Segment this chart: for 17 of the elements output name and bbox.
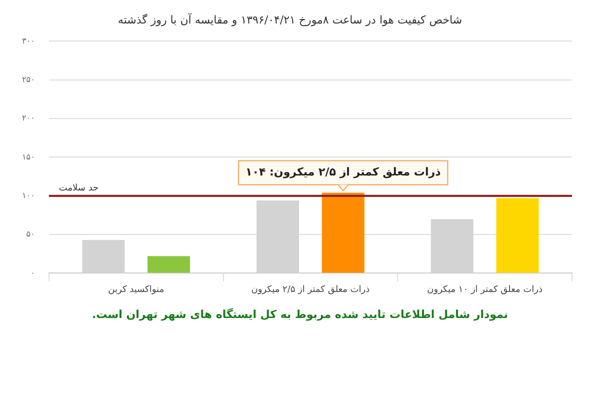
x-tick-label: ذرات معلق کمتر از ۲/۵ میکرون xyxy=(251,284,370,295)
y-tick-label: ۳۰۰ xyxy=(22,36,35,46)
y-tick-label: ۱۵۰ xyxy=(22,152,35,162)
ref-line-label: حد سلامت xyxy=(58,184,99,194)
x-tick-label: ذرات معلق کمتر از ۱۰ میکرون xyxy=(427,284,543,295)
chart-title: شاخص کیفیت هوا در ساعت ۸مورخ ۱۳۹۶/۰۴/۲۱ و مقایسه آن با روز گذشته xyxy=(118,12,462,26)
y-tick-label: ۵۰ xyxy=(26,230,35,239)
text: نمودار شامل اطلاعات تایید شده مربوط به کل ایستگاه های شهر تهران است. xyxy=(90,308,510,321)
x-tick-label: منواکسید کربن xyxy=(108,284,164,295)
y-tick-label: ۲۵۰ xyxy=(22,74,35,84)
bar xyxy=(148,256,190,273)
bar xyxy=(496,198,539,273)
annotation: ذرات معلق کمتر از ۲/۵ میکرون: ۱۰۴ xyxy=(246,166,442,179)
bar xyxy=(322,192,364,273)
y-tick-label: ۲۰۰ xyxy=(22,114,35,123)
y-tick-label: ۱۰۰ xyxy=(22,190,35,200)
y-tick-label: ۰ xyxy=(30,268,35,278)
